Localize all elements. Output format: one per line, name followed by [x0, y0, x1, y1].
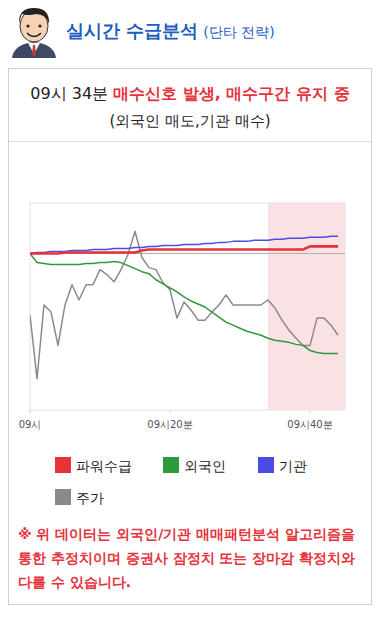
signal-time: 09시 34분 — [30, 84, 108, 103]
avatar-tie — [32, 45, 36, 57]
x-tick — [30, 410, 31, 413]
x-tick — [310, 410, 311, 413]
header-row: 실시간 수급분석 (단타 전략) — [66, 19, 275, 43]
series-group — [30, 231, 338, 378]
series-line — [30, 236, 338, 253]
legend-label: 주가 — [76, 490, 104, 506]
signal-row: 09시 34분 매수신호 발생, 매수구간 유지 중 — [0, 84, 380, 105]
legend-swatch — [55, 457, 71, 473]
highlight-zone — [268, 203, 345, 410]
legend-swatch — [163, 457, 179, 473]
avatar-eye — [38, 24, 41, 27]
series-line — [30, 253, 338, 353]
x-tick-label: 09시 — [19, 419, 42, 430]
avatar-smile — [27, 33, 41, 37]
signal-detail: (외국인 매도,기관 매수) — [0, 112, 380, 131]
x-tick-label: 09시20분 — [147, 419, 192, 430]
legend-label: 외국인 — [184, 458, 226, 474]
header-title: 실시간 수급분석 — [66, 20, 198, 41]
signal-message: 매수신호 발생, 매수구간 유지 중 — [113, 84, 349, 103]
legend-swatch — [258, 457, 274, 473]
header-subtitle: (단타 전략) — [203, 24, 274, 40]
page: 실시간 수급분석 (단타 전략) 09시 34분 매수신호 발생, 매수구간 유지 … — [0, 0, 380, 622]
legend-swatch — [55, 489, 71, 505]
legend-label: 기관 — [279, 458, 307, 474]
legend-label: 파워수급 — [76, 458, 132, 474]
avatar-hair — [19, 8, 49, 24]
avatar-suit — [12, 42, 56, 58]
avatar-eye — [26, 24, 29, 27]
series-line — [30, 231, 338, 378]
series-line — [30, 246, 338, 253]
x-tick — [170, 410, 171, 413]
plot-frame — [30, 203, 345, 410]
x-tick-label: 09시40분 — [287, 419, 332, 430]
avatar — [6, 2, 62, 58]
divider — [9, 141, 371, 142]
footer-note: ※ 위 데이터는 외국인/기관 매매패턴분석 알고리즘을 통한 추정치이며 증권… — [18, 522, 364, 594]
